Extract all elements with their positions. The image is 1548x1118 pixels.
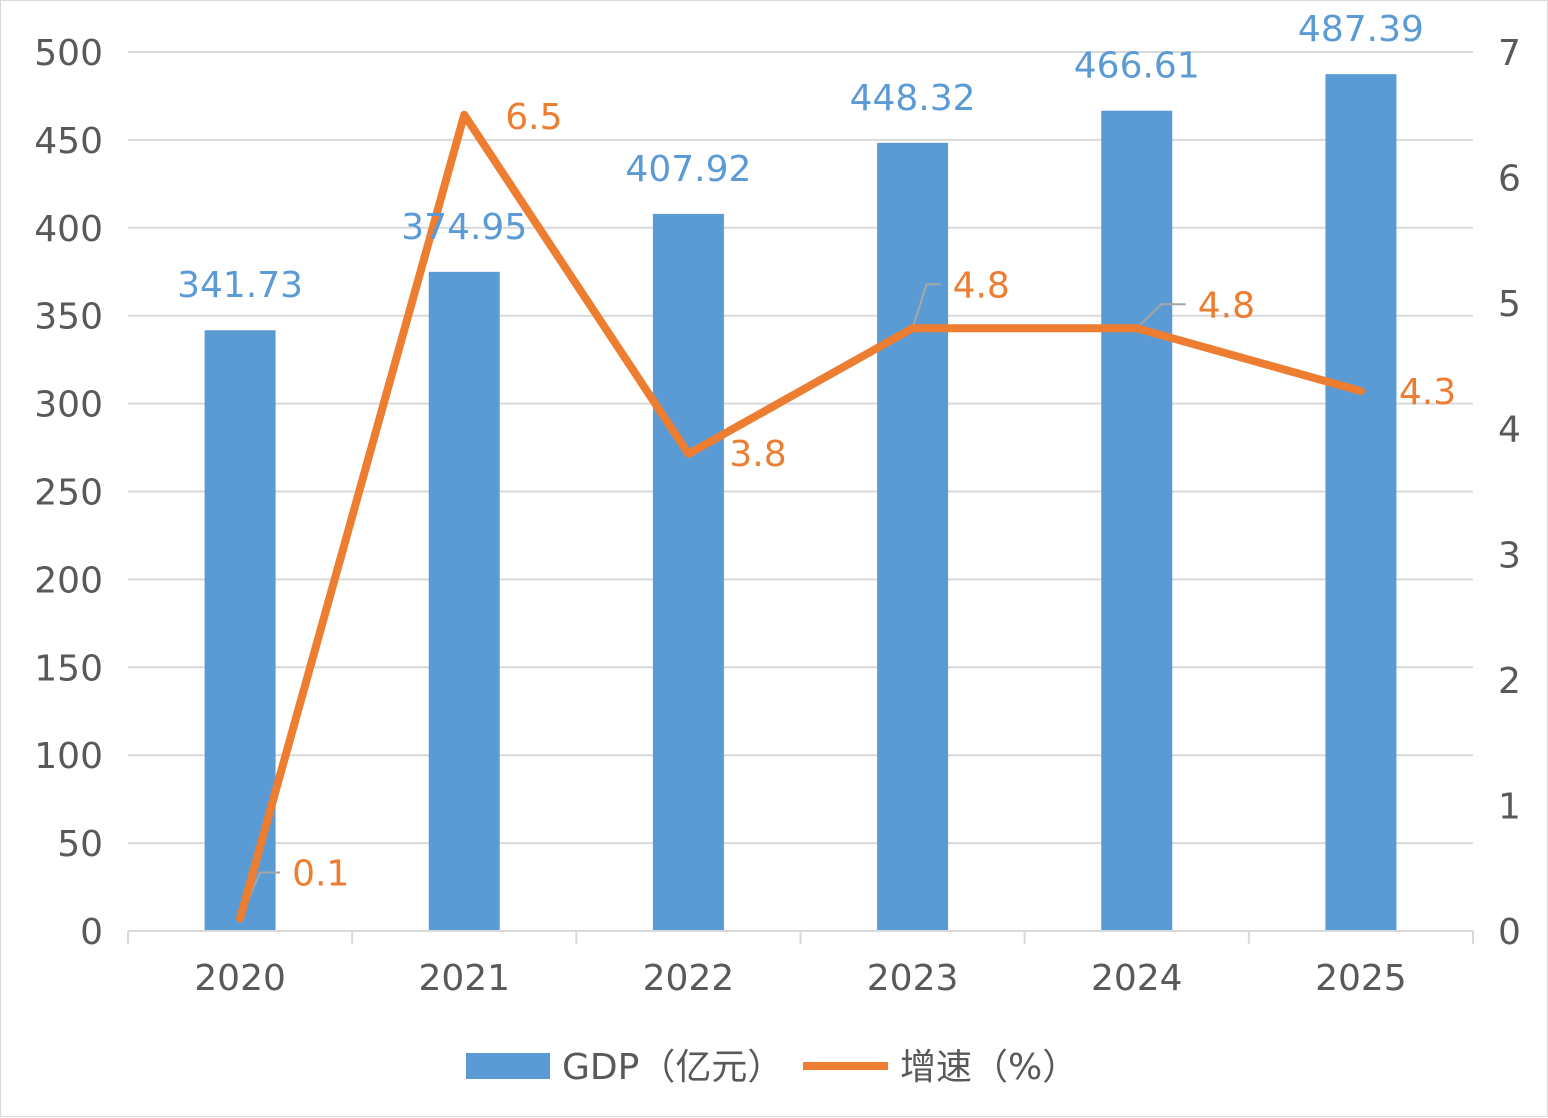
growth-value-label: 3.8 xyxy=(729,434,786,475)
gdp-value-label: 448.32 xyxy=(850,78,976,119)
gdp-bars xyxy=(204,74,1397,931)
y-right-tick-label: 7 xyxy=(1498,33,1521,74)
y-right-tick-label: 5 xyxy=(1498,284,1521,325)
y-right-tick-label: 0 xyxy=(1498,912,1521,953)
growth-value-label: 4.8 xyxy=(1198,285,1255,326)
y-right-tick-label: 2 xyxy=(1498,661,1521,702)
growth-value-label: 0.1 xyxy=(292,853,349,894)
data-labels: 341.73 374.95 407.92 448.32 466.61 487.39 0.1 6… xyxy=(177,9,1456,894)
gdp-value-label: 407.92 xyxy=(625,149,751,190)
gdp-value-label: 487.39 xyxy=(1298,9,1424,50)
growth-line xyxy=(236,110,1365,923)
gdp-bar xyxy=(652,213,724,931)
y-left-tick-label: 400 xyxy=(34,209,103,250)
gdp-value-label: 466.61 xyxy=(1074,46,1200,87)
y-right-tick-label: 3 xyxy=(1498,535,1521,576)
legend-label-gdp: GDP（亿元） xyxy=(562,1047,783,1088)
y-left-tick-label: 350 xyxy=(34,297,103,338)
growth-value-label: 4.3 xyxy=(1399,372,1456,413)
gdp-bar xyxy=(1101,110,1173,931)
x-tick-label: 2020 xyxy=(194,958,286,999)
gdp-bar xyxy=(877,142,949,931)
y-left-tick-label: 0 xyxy=(80,912,103,953)
y-left-tick-label: 50 xyxy=(57,824,103,865)
gdp-bar xyxy=(428,271,500,931)
gdp-value-label: 374.95 xyxy=(401,207,527,248)
gdp-value-label: 341.73 xyxy=(177,265,303,306)
y-left-tick-label: 300 xyxy=(34,385,103,426)
legend: GDP（亿元） 增速（%） xyxy=(466,1047,1078,1088)
y-left-tick-label: 200 xyxy=(34,560,103,601)
gridlines xyxy=(128,51,1473,845)
growth-value-label: 6.5 xyxy=(505,97,562,138)
y-left-tick-label: 500 xyxy=(34,33,103,74)
gdp-bar xyxy=(1325,74,1397,931)
x-tick-label: 2023 xyxy=(867,958,959,999)
y-left-tick-label: 250 xyxy=(34,473,103,514)
legend-swatch-gdp xyxy=(466,1053,550,1079)
legend-label-growth: 增速（%） xyxy=(900,1047,1078,1088)
growth-leader-line xyxy=(911,283,941,329)
y-right-tick-label: 4 xyxy=(1498,410,1521,451)
y-left-tick-label: 100 xyxy=(34,736,103,777)
y-left-tick-label: 450 xyxy=(34,121,103,162)
growth-leader-line xyxy=(1136,303,1186,329)
axes: 0 50 100 150 200 250 300 350 400 450 500 0 1 2 3 4 5 6 7 20… xyxy=(34,33,1521,999)
y-right-tick-label: 1 xyxy=(1498,786,1521,827)
x-tick-label: 2022 xyxy=(643,958,735,999)
growth-value-label: 4.8 xyxy=(953,265,1010,306)
x-tick-label: 2021 xyxy=(418,958,510,999)
x-tick-label: 2025 xyxy=(1315,958,1407,999)
y-right-tick-label: 6 xyxy=(1498,159,1521,200)
growth-series-line xyxy=(236,110,1365,923)
x-tick-label: 2024 xyxy=(1091,958,1183,999)
y-left-tick-label: 150 xyxy=(34,648,103,689)
